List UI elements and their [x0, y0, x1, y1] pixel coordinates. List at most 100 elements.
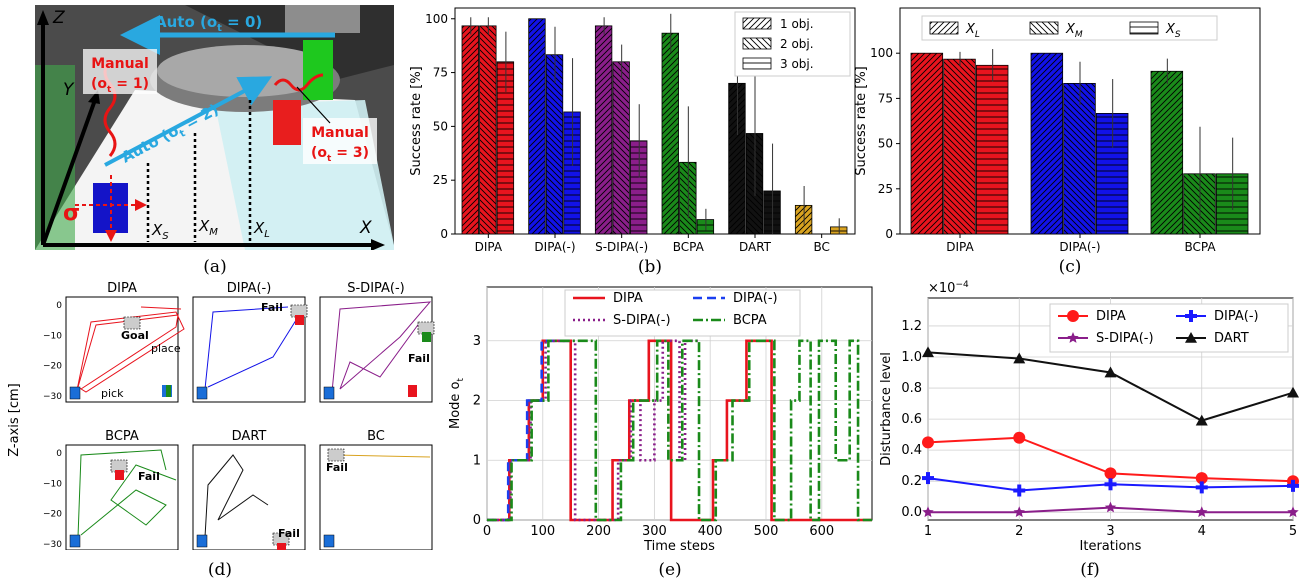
x-tick-label: 4: [1198, 524, 1206, 539]
x-tick-label: 1: [924, 524, 932, 539]
manual-3-mode: (ot = 3): [311, 145, 369, 164]
legend-label: 3 obj.: [780, 57, 814, 71]
chart-f-panel: 1 2 3 4 5 0.0 0.2 0.4 0.6 0.8 1.0 1.2 Disturbance le…: [875, 280, 1305, 554]
chart-b-panel: 0 25 50 75 100 Success rate [%] DIPA DIPA(-) S-D…: [400, 0, 870, 255]
trajectory-path: [140, 306, 182, 310]
x-tick-label: BC: [813, 240, 829, 254]
trajectory-path: [204, 306, 299, 390]
y-tick-label: 2: [473, 394, 481, 409]
marker-star: [1013, 506, 1025, 518]
subplot-note: Goal: [121, 329, 149, 342]
y-tick-label: 0: [56, 301, 62, 311]
bar-hatch: [528, 18, 546, 235]
x-tick-label: 200: [586, 524, 611, 539]
marker-plus-v: [1189, 310, 1193, 322]
subplot-note: Fail: [138, 470, 160, 483]
bar-hatch: [976, 65, 1008, 234]
blue-cube: [196, 386, 208, 400]
red-cube: [408, 385, 417, 397]
subplot-note: place: [151, 342, 181, 355]
legend-label: DIPA: [613, 291, 643, 306]
y-tick-label: 100: [870, 46, 893, 60]
marker-plus-v: [1108, 478, 1113, 491]
axis-offset: ×10−4: [928, 280, 969, 296]
legend-label: XL: [965, 22, 980, 40]
x-tick-label: DIPA(-): [534, 240, 575, 254]
marker-plus-v: [1017, 484, 1022, 497]
caption-e: (e): [658, 560, 681, 580]
marker-triangle: [1195, 414, 1208, 426]
y-tick-label: −20: [43, 362, 62, 372]
y-tick-label: 0.2: [901, 474, 922, 489]
subplot-frame: [192, 296, 306, 403]
gripper: [327, 448, 345, 462]
y-axis-label: Disturbance level: [879, 352, 894, 466]
x-axis-label: X: [359, 218, 372, 238]
y-tick-label: −30: [43, 392, 62, 402]
series-group: [922, 472, 1299, 497]
marker-triangle: [1287, 386, 1299, 398]
blue-cube: [323, 386, 335, 400]
caption-b: (b): [638, 257, 662, 277]
y-tick-label: 50: [433, 119, 448, 133]
mode-timeline-chart: 0 100 200 300 400 500 600 0 1 2 3 Mode ot Time steps…: [448, 286, 873, 554]
x-axis-label: Time steps: [643, 539, 715, 550]
y-tick-label: 75: [433, 66, 448, 80]
x-axis-label: Iterations: [1080, 539, 1142, 550]
y-axis-label: Y: [63, 80, 75, 100]
legend-label: 1 obj.: [780, 17, 814, 31]
legend-e: DIPA DIPA(-) S-DIPA(-) BCPA: [564, 289, 801, 337]
bar-hatch: [479, 25, 497, 234]
marker-triangle: [1013, 352, 1026, 364]
marker-circle: [1067, 310, 1079, 322]
series-group: [922, 346, 1299, 426]
subplot-note: Fail: [408, 352, 430, 365]
marker-star: [1196, 506, 1208, 518]
object-cube: [277, 543, 286, 553]
x-tick-label: 5: [1289, 524, 1297, 539]
subplot-title: BC: [367, 429, 385, 444]
legend-label: S-DIPA(-): [1096, 331, 1154, 346]
trajectory-path: [77, 449, 177, 538]
y-tick-label: 0.0: [901, 505, 922, 520]
subplot-title: DIPA(-): [227, 281, 272, 296]
series-line: [487, 339, 872, 522]
subplot-note: Fail: [261, 301, 283, 314]
x-tick-label: BCPA: [673, 240, 705, 254]
x-tick-label: 300: [642, 524, 667, 539]
plot-frame: [454, 7, 856, 235]
subplot-note: Fail: [326, 461, 348, 474]
y-tick-label: 1.2: [901, 319, 922, 334]
y-tick-label: 0.8: [901, 381, 922, 396]
x-tick-label: 500: [754, 524, 779, 539]
series-group: [922, 501, 1299, 518]
blue-cube: [323, 534, 335, 548]
legend-box: [1049, 303, 1289, 353]
legend-label: 2 obj.: [780, 37, 814, 51]
series-line: [487, 339, 568, 522]
legend-f: DIPA DIPA(-) S-DIPA(-) DART: [1049, 303, 1289, 353]
y-tick-label: −20: [43, 510, 62, 520]
x-tick-label: DIPA: [946, 240, 974, 254]
trajectory-subplot: DIPA(-) Fail: [192, 281, 308, 403]
subplot-title: S-DIPA(-): [347, 281, 405, 296]
subplot-title: DART: [232, 429, 267, 444]
bar-hatch: [497, 61, 514, 234]
x-tick-label: DART: [739, 240, 772, 254]
x-tick-label: 100: [530, 524, 555, 539]
y-tick-label: −10: [43, 331, 62, 341]
legend-label: DIPA: [1096, 309, 1126, 324]
marker-triangle: [922, 346, 934, 358]
legend-swatch: [742, 37, 772, 50]
y-tick-label: 0.4: [901, 443, 922, 458]
legend-label: BCPA: [733, 313, 767, 328]
marker-triangle: [1104, 366, 1117, 378]
y-tick-label: 0: [56, 449, 62, 459]
legend-label: S-DIPA(-): [613, 313, 671, 328]
x-tick-label: 600: [809, 524, 834, 539]
marker-star: [1067, 332, 1079, 343]
gripper: [123, 316, 141, 330]
